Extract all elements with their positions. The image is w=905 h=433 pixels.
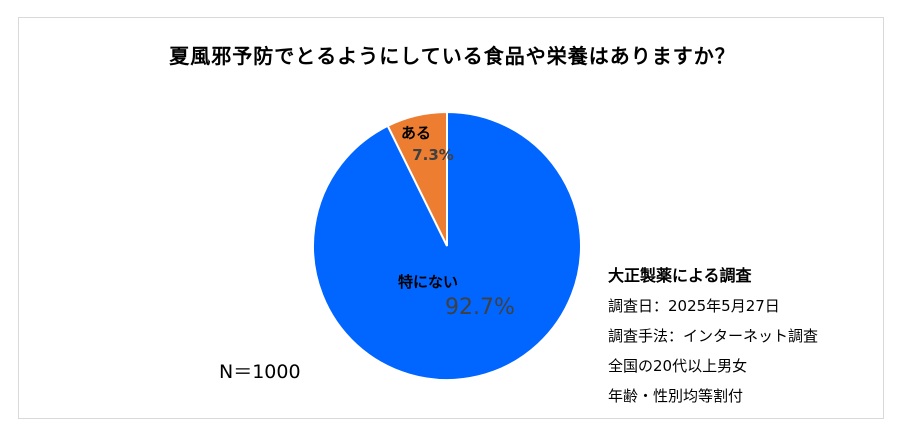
source-line-target: 全国の20代以上男女 [608,357,748,375]
pie-slice-tokuninai [312,110,582,381]
pie-labels: ある 7.3% 特にない 92.7% [398,124,515,320]
source-line-allocation: 年齢・性別均等割付 [608,387,744,405]
pie-slices [312,110,582,381]
source-line-method: 調査手法：インターネット調査 [608,327,819,345]
source-block: 大正製薬による調査 調査日：2025年5月27日 調査手法：インターネット調査 … [608,262,818,415]
chart-title: 夏風邪予防でとるようにしている食品や栄養はありますか？ [169,44,736,68]
slice-value-tokuninai: 92.7% [445,295,515,320]
sample-size: N＝1000 [219,361,301,383]
source-title: 大正製薬による調査 [608,266,752,285]
slice-value-aru: 7.3% [412,146,454,164]
slice-label-tokuninai: 特にない [398,273,458,291]
slice-label-aru: ある [401,124,431,142]
source-line-date: 調査日：2025年5月27日 [608,297,780,315]
